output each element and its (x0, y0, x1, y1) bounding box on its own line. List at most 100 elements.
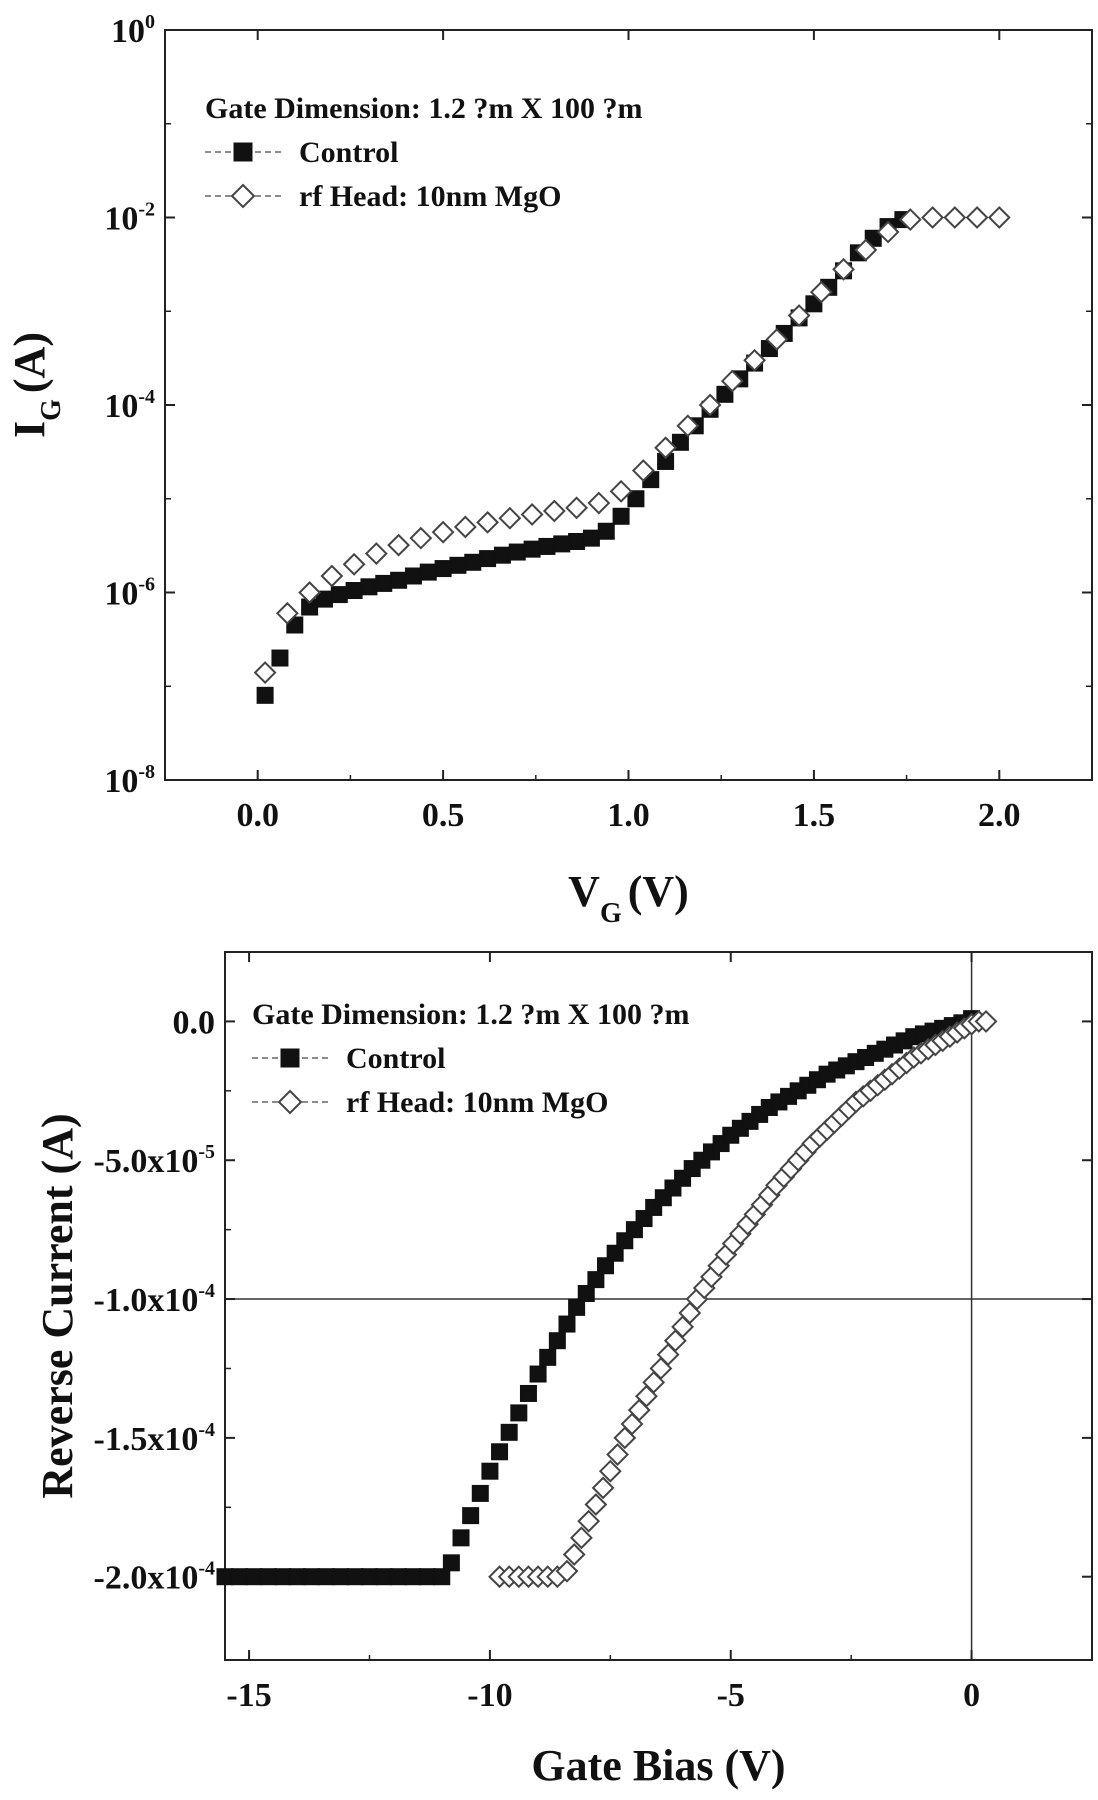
legend-label: Control (299, 136, 398, 169)
data-point (765, 328, 789, 351)
data-point (529, 1365, 547, 1383)
data-point (342, 552, 366, 576)
x-axis-title: Gate Bias (V) (531, 1741, 785, 1790)
data-point (332, 1568, 350, 1586)
data-point (493, 546, 511, 564)
x-tick-label: 1.5 (793, 797, 836, 834)
legend-label: Control (346, 1042, 445, 1075)
data-point (479, 550, 497, 568)
data-point (597, 522, 615, 540)
data-point (387, 533, 411, 557)
y-tick-label-exponent: -4 (138, 386, 155, 408)
data-point (462, 1507, 480, 1525)
x-tick-label: -15 (226, 1677, 271, 1714)
data-point (587, 491, 611, 515)
data-point (584, 1493, 608, 1516)
y-tick-label: -1.5x10-4 (94, 1419, 216, 1458)
data-point (539, 1348, 557, 1366)
data-point (606, 1443, 629, 1466)
x-axis-title-main: V (568, 867, 600, 916)
legend-marker (230, 183, 256, 209)
legend-marker (233, 142, 253, 162)
data-point (943, 206, 967, 229)
data-point (453, 515, 477, 539)
y-tick-label: -5.0x10-5 (94, 1141, 216, 1180)
data-point (442, 1554, 460, 1572)
y-axis-title-main: I (5, 421, 54, 438)
data-point (987, 206, 1011, 229)
data-point (275, 601, 299, 625)
y-tick-label-exponent: -4 (198, 1419, 215, 1441)
plot-frame (224, 951, 1093, 1661)
data-point (555, 1559, 579, 1583)
y-tick-label-base: 0.0 (173, 1004, 216, 1041)
data-point (390, 571, 408, 589)
data-point (809, 280, 833, 304)
data-point (558, 1315, 576, 1333)
data-point (274, 1568, 292, 1586)
data-point (898, 208, 922, 232)
data-point (481, 1462, 499, 1480)
data-point (418, 1568, 436, 1586)
x-tick-label: 2.0 (978, 797, 1021, 834)
data-point (698, 393, 722, 417)
x-axis-title-subscript: G (600, 898, 622, 929)
data-point (921, 206, 944, 229)
x-axis-title-unit: (V) (628, 867, 689, 916)
data-point (553, 535, 571, 553)
data-point (476, 510, 500, 534)
data-point (271, 649, 289, 667)
series-1 (488, 1009, 998, 1589)
data-point (500, 1423, 518, 1441)
data-point (598, 1459, 622, 1483)
data-point (631, 459, 655, 482)
y-tick-label: 100 (111, 11, 155, 50)
data-point (361, 1568, 378, 1586)
data-point (245, 1568, 263, 1586)
data-point (452, 1529, 470, 1547)
data-point (364, 542, 388, 566)
data-point (577, 1509, 601, 1533)
data-point (612, 507, 630, 525)
y-tick-label: 10-4 (104, 386, 155, 425)
y-tick-label-base: -1.0x10 (94, 1282, 199, 1319)
legend-marker (277, 1089, 303, 1115)
x-tick-label: 1.0 (607, 797, 650, 834)
y-tick-label-exponent: -2 (138, 199, 155, 221)
data-point (404, 567, 422, 585)
data-point (591, 1476, 615, 1500)
data-point (259, 1568, 277, 1586)
data-point (832, 257, 855, 281)
data-point (404, 1568, 422, 1586)
data-point (320, 564, 344, 588)
y-tick-label: -2.0x10-4 (94, 1558, 216, 1597)
y-tick-label: 10-2 (104, 199, 155, 238)
data-point (449, 556, 467, 574)
data-point (627, 490, 645, 508)
data-point (716, 385, 734, 403)
y-tick-label: -1.0x10-4 (94, 1280, 216, 1319)
data-point (375, 574, 393, 592)
data-point (974, 1009, 998, 1033)
y-tick-label-exponent: 0 (145, 11, 155, 33)
data-point (519, 1384, 537, 1402)
y-axis-title: IG (A) (5, 332, 67, 438)
data-point (498, 506, 522, 530)
data-point (520, 503, 544, 526)
y-tick-label-base: 10 (104, 201, 138, 238)
data-point (565, 496, 589, 520)
x-tick-label: 0 (963, 1677, 980, 1714)
data-point (743, 348, 766, 372)
legend-marker (280, 1048, 300, 1068)
chart-reverse-current: -15 -10 -5 00.0-5.0x10-5-1.0x10-4-1.5x10-4-… (33, 951, 1093, 1790)
data-point (298, 581, 322, 604)
data-point (568, 1298, 586, 1316)
y-axis-title-unit: (A) (5, 332, 54, 393)
x-axis-title: VG (V) (568, 867, 689, 929)
data-point (787, 304, 811, 327)
data-point (288, 1568, 306, 1586)
data-point (330, 586, 348, 604)
data-point (582, 529, 600, 547)
